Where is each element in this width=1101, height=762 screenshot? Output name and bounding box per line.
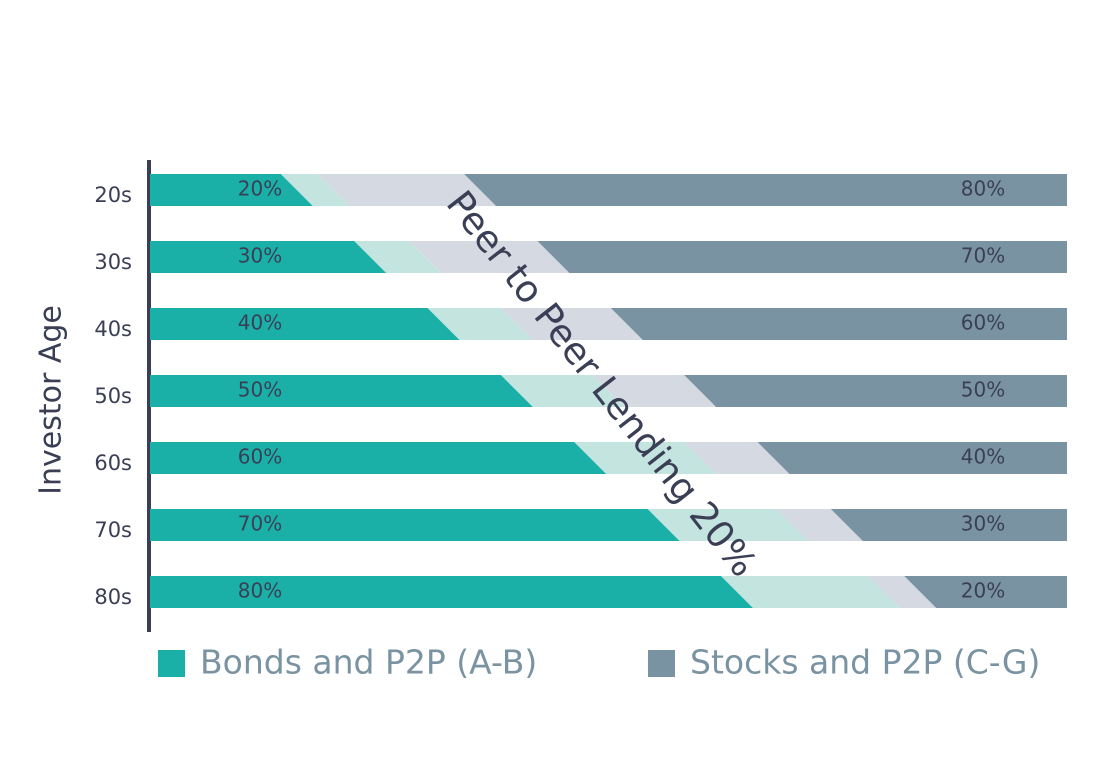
- bar-segment-solid: [150, 576, 753, 608]
- y-tick-label: 20s: [94, 183, 132, 207]
- value-label: 30%: [961, 512, 1005, 536]
- value-label: 70%: [238, 512, 282, 536]
- value-label: 60%: [961, 311, 1005, 335]
- bar-segment-solid: [150, 442, 607, 474]
- bar-segment-solid: [150, 375, 533, 407]
- legend-label: Bonds and P2P (A-B): [200, 643, 537, 682]
- y-axis-label: Investor Age: [34, 305, 69, 495]
- bar-segment-solid: [757, 442, 1067, 474]
- value-label: 80%: [961, 177, 1005, 201]
- value-label: 80%: [238, 579, 282, 603]
- value-label: 30%: [238, 244, 282, 268]
- bar-segment-solid: [464, 174, 1067, 206]
- bar-segment-solid: [150, 241, 387, 273]
- value-label: 60%: [238, 445, 282, 469]
- bar-segment-solid: [150, 174, 313, 206]
- value-label: 50%: [961, 378, 1005, 402]
- value-label: 20%: [238, 177, 282, 201]
- y-tick-label: 60s: [94, 451, 132, 475]
- bar-segment-solid: [830, 509, 1067, 541]
- value-label: 40%: [961, 445, 1005, 469]
- value-label: 50%: [238, 378, 282, 402]
- legend-swatch: [648, 650, 675, 677]
- bar-segment-solid: [610, 308, 1067, 340]
- y-tick-label: 80s: [94, 585, 132, 609]
- bar-segment-solid: [537, 241, 1067, 273]
- value-label: 70%: [961, 244, 1005, 268]
- bar-segment-solid: [904, 576, 1067, 608]
- value-label: 20%: [961, 579, 1005, 603]
- y-tick-label: 50s: [94, 384, 132, 408]
- legend-swatch: [158, 650, 185, 677]
- bar-segment-solid: [150, 509, 680, 541]
- bar-segment-solid: [150, 308, 460, 340]
- y-tick-label: 30s: [94, 250, 132, 274]
- y-tick-label: 40s: [94, 317, 132, 341]
- legend-label: Stocks and P2P (C-G): [690, 643, 1040, 682]
- y-tick-label: 70s: [94, 518, 132, 542]
- value-label: 40%: [238, 311, 282, 335]
- bar-segment-solid: [684, 375, 1067, 407]
